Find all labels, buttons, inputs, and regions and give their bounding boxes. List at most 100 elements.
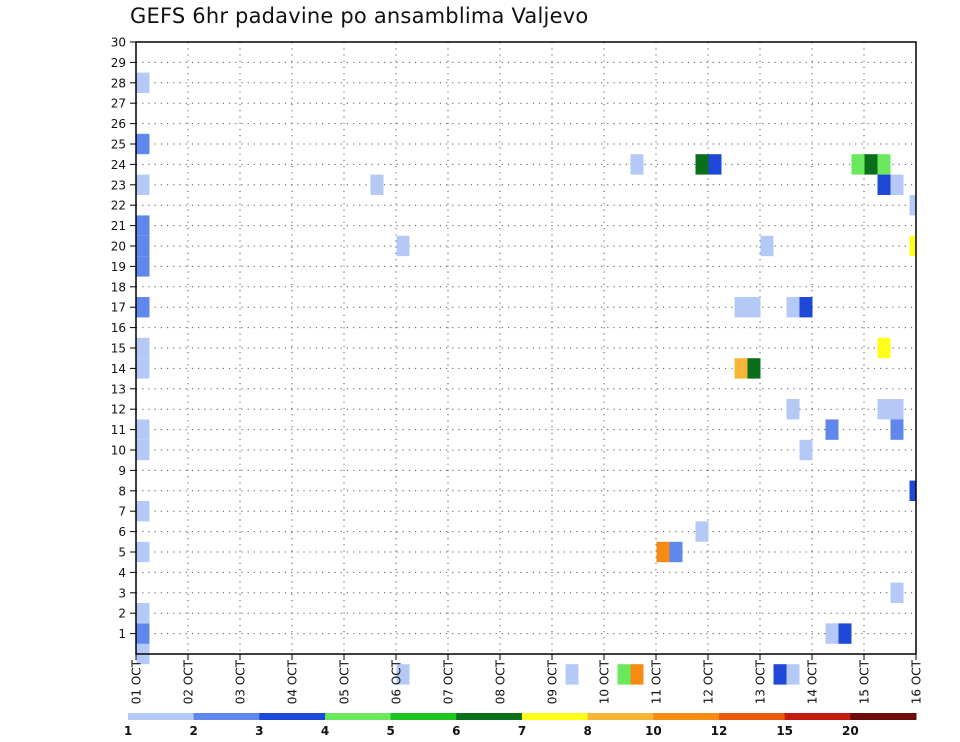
colorbar-swatch	[456, 713, 523, 720]
heatmap-cell	[708, 154, 722, 175]
y-tick-label: 4	[118, 566, 126, 580]
y-tick-label: 11	[111, 423, 126, 437]
y-tick-label: 7	[118, 505, 126, 519]
y-tick-label: 28	[111, 76, 126, 90]
heatmap-cell	[136, 174, 150, 195]
y-tick-label: 9	[118, 464, 126, 478]
colorbar-label: 8	[583, 724, 591, 738]
y-tick-label: 15	[111, 342, 126, 356]
heatmap-cell	[909, 195, 916, 216]
heatmap-cell	[370, 174, 384, 195]
heatmap-cell	[851, 154, 865, 175]
heatmap-cell	[825, 623, 839, 644]
heatmap-cell	[695, 521, 709, 542]
y-tick-label: 27	[111, 97, 126, 111]
y-tick-label: 14	[111, 362, 126, 376]
heatmap-cell	[747, 358, 761, 379]
heatmap-cell	[136, 623, 150, 644]
heatmap-cell	[565, 664, 579, 685]
y-tick-label: 16	[111, 321, 126, 335]
heatmap-cell	[396, 664, 410, 685]
x-tick-label: 03 OCT	[234, 659, 248, 704]
y-tick-label: 17	[111, 301, 126, 315]
colorbar-swatch	[784, 713, 851, 720]
colorbar-swatch	[719, 713, 786, 720]
heatmap-cell	[890, 419, 904, 440]
heatmap-cell	[136, 419, 150, 440]
x-tick-label: 07 OCT	[442, 659, 456, 704]
colorbar-swatch	[259, 713, 326, 720]
y-tick-label: 1	[118, 627, 126, 641]
heatmap-cells	[136, 72, 916, 685]
heatmap-cell	[136, 358, 150, 379]
x-tick-label: 05 OCT	[338, 659, 352, 704]
colorbar-swatch	[128, 713, 195, 720]
heatmap-cell	[760, 235, 774, 257]
heatmap-cell	[630, 154, 644, 175]
heatmap-cell	[747, 297, 761, 318]
heatmap-cell	[656, 541, 670, 563]
y-tick-label: 30	[111, 36, 126, 50]
x-tick-label: 09 OCT	[546, 659, 560, 704]
chart-title: GEFS 6hr padavine po ansamblima Valjevo	[130, 4, 589, 28]
colorbar-swatch	[653, 713, 720, 720]
x-tick-label: 14 OCT	[806, 659, 820, 704]
heatmap-cell	[890, 582, 904, 603]
heatmap-cell	[877, 399, 891, 420]
colorbar-label: 2	[189, 724, 197, 738]
heatmap-cell	[136, 501, 150, 522]
x-tick-label: 04 OCT	[286, 659, 300, 704]
colorbar-label: 12	[711, 724, 728, 738]
grid-lines	[135, 41, 917, 654]
heatmap-cell	[669, 541, 683, 563]
heatmap-cell	[838, 623, 852, 644]
heatmap-cell	[877, 337, 891, 359]
colorbar-label: 3	[255, 724, 263, 738]
heatmap-cell	[799, 297, 813, 318]
colorbar-swatch	[325, 713, 392, 720]
y-tick-label: 24	[111, 158, 126, 172]
x-tick-label: 08 OCT	[494, 659, 508, 704]
heatmap-cell	[799, 439, 813, 461]
heatmap-cell	[136, 72, 150, 93]
x-tick-label: 15 OCT	[858, 659, 872, 704]
heatmap-cell	[786, 664, 800, 685]
heatmap-cell	[909, 480, 916, 501]
heatmap-cell	[877, 154, 891, 175]
y-tick-label: 2	[118, 607, 126, 621]
colorbar-label: 15	[776, 724, 793, 738]
heatmap-cell	[786, 297, 800, 318]
y-tick-label: 21	[111, 219, 126, 233]
colorbar-label: 6	[452, 724, 460, 738]
x-tick-label: 12 OCT	[702, 659, 716, 704]
y-tick-label: 19	[111, 260, 126, 274]
heatmap-cell	[136, 256, 150, 277]
heatmap-cell	[695, 154, 709, 175]
y-tick-label: 5	[118, 546, 126, 560]
heatmap-cell	[136, 439, 150, 461]
heatmap-cell	[786, 399, 800, 420]
colorbar-label: 4	[321, 724, 329, 738]
heatmap-cell	[136, 603, 150, 624]
y-tick-label: 12	[111, 403, 126, 417]
y-tick-label: 25	[111, 138, 126, 152]
heatmap-cell	[864, 154, 878, 175]
x-tick-label: 06 OCT	[390, 659, 404, 704]
y-axis: 1234567891011121314151617181920212223242…	[111, 36, 136, 641]
heatmap-cell	[630, 664, 644, 685]
colorbar-label: 1	[124, 724, 132, 738]
heatmap-cell	[734, 297, 748, 318]
x-tick-label: 16 OCT	[910, 659, 924, 704]
heatmap-cell	[136, 133, 150, 155]
y-tick-label: 10	[111, 444, 126, 458]
y-tick-label: 8	[118, 484, 126, 498]
x-tick-label: 02 OCT	[182, 659, 196, 704]
colorbar-label: 5	[386, 724, 394, 738]
colorbar-label: 10	[645, 724, 662, 738]
heatmap-cell	[909, 235, 916, 257]
heatmap-cell	[890, 399, 904, 420]
x-tick-label: 01 OCT	[130, 659, 144, 704]
y-tick-label: 29	[111, 56, 126, 70]
y-tick-label: 18	[111, 280, 126, 294]
